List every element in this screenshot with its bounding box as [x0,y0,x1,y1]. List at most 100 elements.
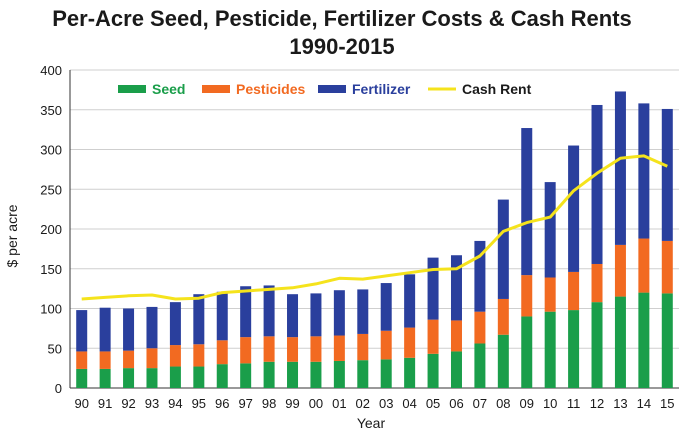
line-cash-rent [81,154,668,301]
bar-seed [357,360,369,388]
x-tick-label: 91 [98,396,112,411]
bar-fertilizer [497,199,509,299]
bar-fertilizer [333,290,345,336]
gridlines [70,69,679,389]
bar-pesticides [76,351,88,369]
bar-pesticides [263,336,275,362]
legend-swatch [118,85,146,93]
x-tick-label: 94 [168,396,182,411]
legend-swatch [318,85,346,93]
x-tick-label: 09 [520,396,534,411]
bar-pesticides [216,340,228,365]
y-tick-label: 50 [48,341,62,356]
bar-seed [169,366,181,388]
bar-fertilizer [263,285,275,337]
bar-fertilizer [193,294,205,345]
bar-seed [474,343,486,388]
bar-fertilizer [661,108,673,241]
x-tick-label: 13 [613,396,627,411]
bar-seed [380,359,392,388]
bar-pesticides [357,333,369,361]
bar-pesticides [497,298,509,335]
x-tick-label: 92 [121,396,135,411]
x-tick-label: 08 [496,396,510,411]
bar-fertilizer [638,103,650,239]
legend-label: Pesticides [236,81,305,97]
bar-seed [216,364,228,388]
bar-pesticides [591,263,603,303]
bar-pesticides [450,320,462,352]
bar-pesticides [193,344,205,367]
bar-seed [333,360,345,388]
y-axis-label: $ per acre [4,204,20,267]
bar-pesticides [568,271,580,311]
bar-pesticides [287,337,299,362]
bar-seed [123,368,135,388]
bar-pesticides [99,351,111,369]
x-tick-label: 98 [262,396,276,411]
bar-fertilizer [169,302,181,346]
bar-seed [404,357,416,388]
x-tick-label: 01 [332,396,346,411]
bar-seed [310,361,322,388]
bar-fertilizer [544,182,556,278]
chart-subtitle: 1990-2015 [289,34,395,59]
bar-fertilizer [146,306,158,349]
y-tick-label: 150 [40,262,62,277]
x-tick-label: 15 [660,396,674,411]
bar-seed [427,353,439,388]
bar-fertilizer [357,289,369,334]
bar-seed [568,310,580,388]
x-tick-label: 14 [637,396,651,411]
bar-seed [544,311,556,388]
bar-fertilizer [380,283,392,331]
y-tick-label: 250 [40,182,62,197]
legend-label: Fertilizer [352,81,411,97]
bar-fertilizer [99,307,111,352]
bar-seed [450,351,462,388]
bar-pesticides [544,277,556,312]
x-tick-label: 05 [426,396,440,411]
x-tick-label: 12 [590,396,604,411]
y-tick-label: 400 [40,63,62,78]
bar-pesticides [661,240,673,294]
bar-seed [240,363,252,388]
bar-pesticides [123,350,135,369]
x-tick-label: 10 [543,396,557,411]
x-axis-label: Year [357,415,386,431]
bar-fertilizer [404,274,416,328]
bar-pesticides [638,238,650,293]
x-tick-label: 03 [379,396,393,411]
bar-seed [287,361,299,388]
bar-fertilizer [568,145,580,272]
y-tick-label: 200 [40,222,62,237]
y-tick-label: 300 [40,143,62,158]
bar-seed [193,366,205,388]
legend-swatch [202,85,230,93]
bar-seed [614,296,626,388]
x-tick-label: 97 [238,396,252,411]
bar-seed [146,368,158,388]
y-tick-label: 0 [55,381,62,396]
bar-fertilizer [287,294,299,338]
bars [76,91,673,388]
bar-seed [521,316,533,388]
bar-seed [638,292,650,388]
bar-fertilizer [240,286,252,338]
x-tick-label: 93 [145,396,159,411]
x-tick-label: 95 [192,396,206,411]
bar-fertilizer [614,91,626,245]
bar-seed [99,368,111,388]
legend-label: Seed [152,81,185,97]
x-tick-label: 02 [356,396,370,411]
bar-fertilizer [450,255,462,321]
x-tick-label: 07 [473,396,487,411]
x-tick-label: 96 [215,396,229,411]
chart-title: Per-Acre Seed, Pesticide, Fertilizer Cos… [52,6,632,31]
bar-pesticides [427,319,439,354]
bar-seed [661,293,673,388]
x-tick-label: 00 [309,396,323,411]
x-tick-label: 90 [74,396,88,411]
